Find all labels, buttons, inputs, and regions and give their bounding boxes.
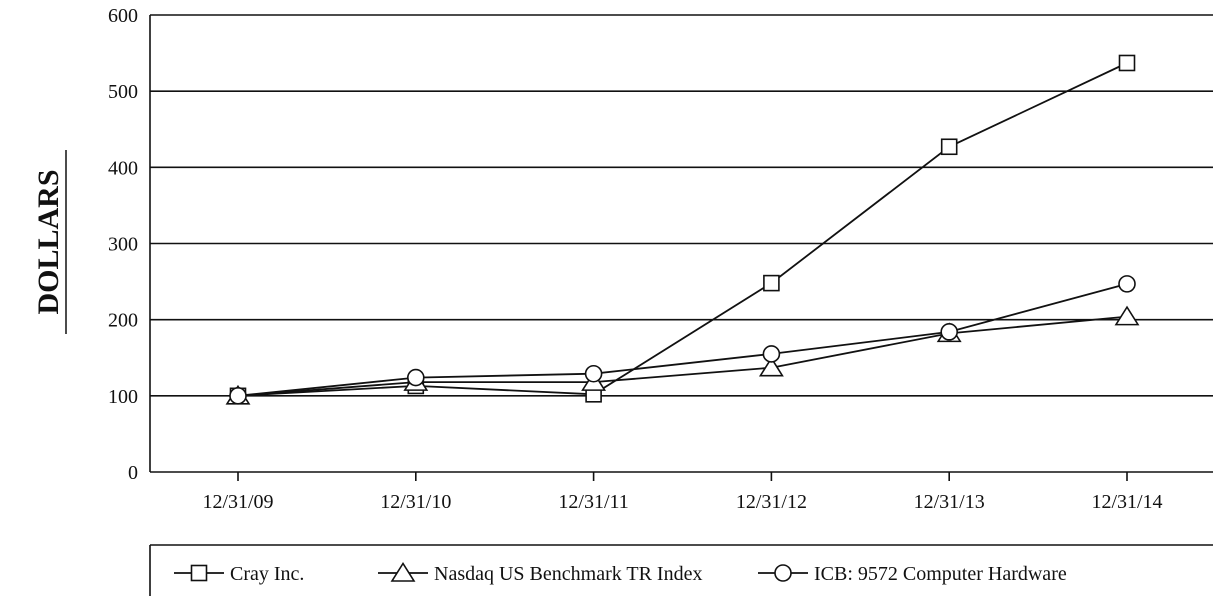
series-line-circle [237, 283, 1128, 397]
series-markers [225, 54, 1140, 405]
y-tick-label: 400 [108, 157, 138, 179]
gridlines [150, 14, 1213, 397]
legend-marker-circle [774, 564, 792, 582]
data-point-circle [229, 387, 247, 405]
y-tick-labels: 0 100 200 300 400 500 600 [108, 5, 138, 484]
x-tick-label: 12/31/13 [914, 491, 985, 513]
data-point-circle [406, 368, 425, 387]
series-lines [237, 62, 1128, 397]
x-tick-label: 12/31/14 [1091, 491, 1162, 513]
y-tick-label: 100 [108, 386, 138, 408]
data-point-square [940, 138, 958, 156]
legend-marker-triangle [390, 561, 416, 582]
legend-label: Cray Inc. [230, 563, 304, 585]
data-point-circle [940, 323, 959, 341]
y-tick-label: 200 [108, 310, 138, 332]
x-tick-label: 12/31/09 [202, 491, 273, 513]
data-point-triangle [758, 356, 784, 377]
data-point-triangle [1114, 305, 1140, 326]
data-point-circle [762, 345, 781, 363]
legend-label: Nasdaq US Benchmark TR Index [434, 563, 702, 585]
legend-marker-square [190, 564, 208, 582]
axes [149, 15, 1213, 481]
data-point-circle [584, 364, 603, 383]
x-tick-labels: 12/31/09 12/31/10 12/31/11 12/31/12 12/31/13… [202, 491, 1162, 513]
y-tick-label: 0 [128, 462, 138, 484]
legend-label: ICB: 9572 Computer Hardware [814, 563, 1067, 585]
y-tick-label: 500 [108, 81, 138, 103]
data-point-circle [1118, 275, 1136, 293]
x-tick-label: 12/31/10 [380, 491, 451, 513]
y-axis-label: DOLLARS [32, 169, 65, 314]
data-point-square [763, 274, 780, 292]
x-tick-label: 12/31/12 [736, 491, 807, 513]
x-tick-label: 12/31/11 [558, 491, 628, 513]
y-tick-label: 300 [108, 234, 138, 256]
data-point-square [1118, 54, 1136, 72]
y-tick-label: 600 [108, 5, 138, 27]
series-line-square [237, 62, 1128, 397]
legend: Cray Inc. Nasdaq US Benchmark TR Index ICB… [149, 544, 1213, 596]
series-line-triangle [237, 315, 1128, 397]
